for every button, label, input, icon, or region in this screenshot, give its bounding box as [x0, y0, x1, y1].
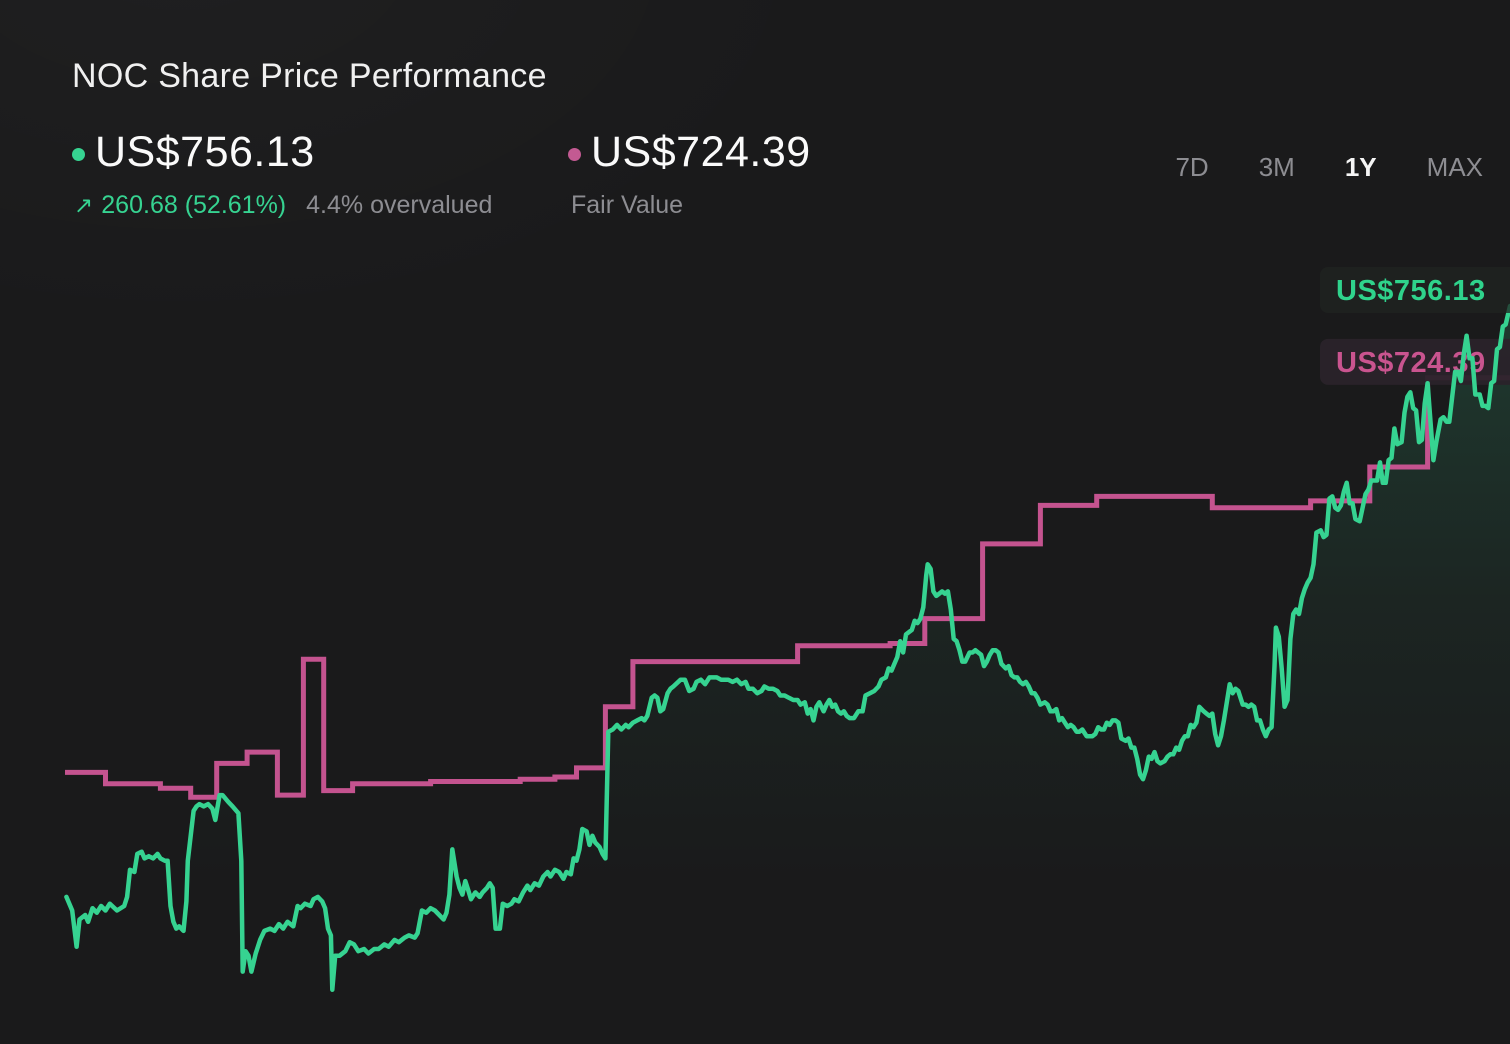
price-change: 260.68 (52.61%): [101, 191, 287, 219]
fair-value-block: US$724.39 Fair Value: [568, 128, 811, 220]
range-button-1y[interactable]: 1Y: [1344, 152, 1377, 182]
range-button-max[interactable]: MAX: [1426, 152, 1483, 182]
chart-area[interactable]: US$724.39 US$756.13: [0, 235, 1510, 1044]
range-button-3m[interactable]: 3M: [1258, 152, 1295, 182]
price-summary: US$756.13 ↗ 260.68 (52.61%) 4.4% overval…: [72, 128, 810, 220]
share-price-end-label: US$756.13: [1336, 275, 1486, 307]
range-selector: 7D 3M 1Y MAX: [1175, 152, 1483, 183]
valuation-note: 4.4% overvalued: [306, 191, 493, 219]
share-price-line: [64, 303, 1510, 992]
share-price-value: US$756.13: [95, 128, 315, 176]
page-title: NOC Share Price Performance: [72, 56, 547, 95]
range-button-7d[interactable]: 7D: [1175, 152, 1209, 182]
share-price-end-pill: [1320, 266, 1510, 313]
up-right-arrow-icon: ↗: [74, 193, 94, 219]
share-price-area: [66, 306, 1510, 1044]
fair-value-amount: US$724.39: [591, 128, 811, 176]
share-price-dot-icon: [72, 148, 85, 161]
share-price-block: US$756.13 ↗ 260.68 (52.61%) 4.4% overval…: [72, 128, 492, 220]
fair-value-label: Fair Value: [571, 191, 684, 219]
fair-value-line: [65, 375, 1510, 800]
fair-value-dot-icon: [568, 148, 581, 161]
